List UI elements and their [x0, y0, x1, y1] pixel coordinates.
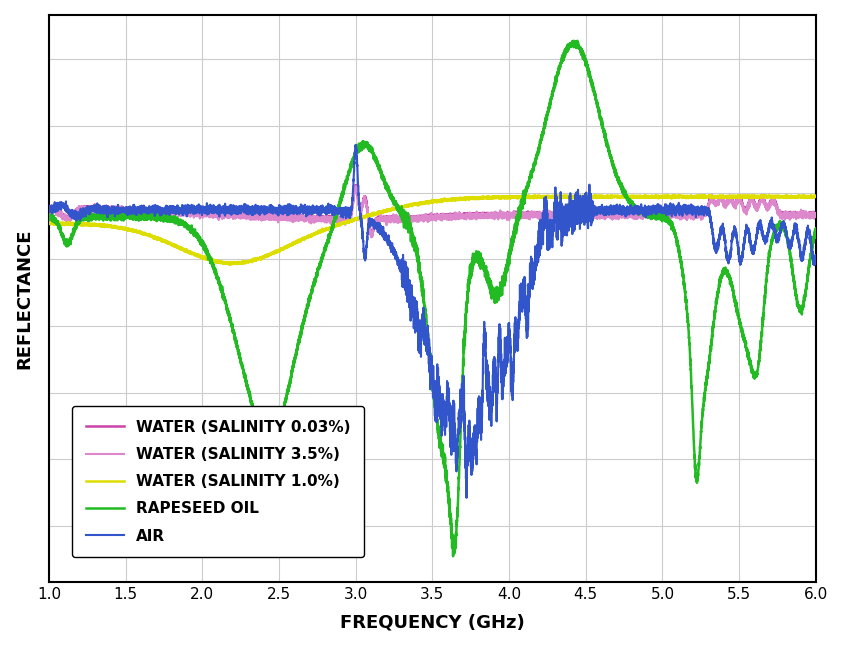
RAPESEED OIL: [653, 211, 663, 219]
WATER (SALINITY 0.03%): [811, 209, 821, 216]
RAPESEED OIL: [448, 552, 458, 560]
WATER (SALINITY 0.03%): [44, 203, 54, 211]
WATER (SALINITY 1.0%): [531, 193, 541, 201]
WATER (SALINITY 1.0%): [613, 193, 623, 200]
AIR: [83, 203, 93, 211]
WATER (SALINITY 1.0%): [225, 261, 235, 269]
AIR: [461, 494, 471, 502]
WATER (SALINITY 1.0%): [811, 193, 821, 200]
WATER (SALINITY 1.0%): [83, 220, 93, 228]
Line: WATER (SALINITY 0.03%): WATER (SALINITY 0.03%): [49, 185, 816, 235]
RAPESEED OIL: [44, 211, 54, 218]
WATER (SALINITY 3.5%): [366, 233, 376, 241]
WATER (SALINITY 0.03%): [366, 231, 376, 239]
RAPESEED OIL: [613, 176, 623, 184]
AIR: [351, 141, 361, 149]
WATER (SALINITY 3.5%): [811, 209, 821, 217]
WATER (SALINITY 3.5%): [653, 214, 663, 222]
Line: RAPESEED OIL: RAPESEED OIL: [49, 41, 816, 556]
WATER (SALINITY 0.03%): [531, 209, 541, 217]
WATER (SALINITY 0.03%): [653, 211, 663, 219]
AIR: [44, 207, 54, 215]
Legend: WATER (SALINITY 0.03%), WATER (SALINITY 3.5%), WATER (SALINITY 1.0%), RAPESEED O: WATER (SALINITY 0.03%), WATER (SALINITY …: [72, 406, 364, 557]
RAPESEED OIL: [83, 214, 93, 222]
RAPESEED OIL: [569, 37, 579, 45]
X-axis label: FREQUENCY (GHz): FREQUENCY (GHz): [340, 613, 525, 631]
Line: AIR: AIR: [49, 145, 816, 498]
RAPESEED OIL: [811, 227, 821, 234]
WATER (SALINITY 1.0%): [583, 191, 593, 199]
WATER (SALINITY 3.5%): [321, 219, 331, 227]
WATER (SALINITY 1.0%): [497, 193, 507, 200]
AIR: [613, 207, 623, 214]
RAPESEED OIL: [531, 152, 541, 160]
WATER (SALINITY 3.5%): [44, 204, 54, 212]
Y-axis label: REFLECTANCE: REFLECTANCE: [15, 228, 33, 369]
WATER (SALINITY 0.03%): [613, 210, 623, 218]
WATER (SALINITY 3.5%): [351, 182, 361, 190]
WATER (SALINITY 0.03%): [83, 204, 93, 212]
RAPESEED OIL: [321, 241, 331, 249]
WATER (SALINITY 0.03%): [498, 209, 508, 217]
WATER (SALINITY 3.5%): [531, 211, 541, 218]
WATER (SALINITY 1.0%): [653, 192, 663, 200]
AIR: [321, 208, 331, 216]
WATER (SALINITY 3.5%): [83, 204, 93, 212]
AIR: [531, 252, 541, 260]
AIR: [653, 207, 663, 215]
AIR: [811, 252, 821, 260]
WATER (SALINITY 1.0%): [322, 225, 332, 233]
RAPESEED OIL: [497, 281, 507, 289]
AIR: [498, 393, 508, 401]
WATER (SALINITY 3.5%): [613, 213, 623, 220]
WATER (SALINITY 0.03%): [351, 182, 361, 189]
Line: WATER (SALINITY 1.0%): WATER (SALINITY 1.0%): [49, 195, 816, 265]
WATER (SALINITY 0.03%): [321, 216, 331, 224]
WATER (SALINITY 1.0%): [44, 219, 54, 227]
Line: WATER (SALINITY 3.5%): WATER (SALINITY 3.5%): [49, 186, 816, 237]
WATER (SALINITY 3.5%): [498, 211, 508, 219]
